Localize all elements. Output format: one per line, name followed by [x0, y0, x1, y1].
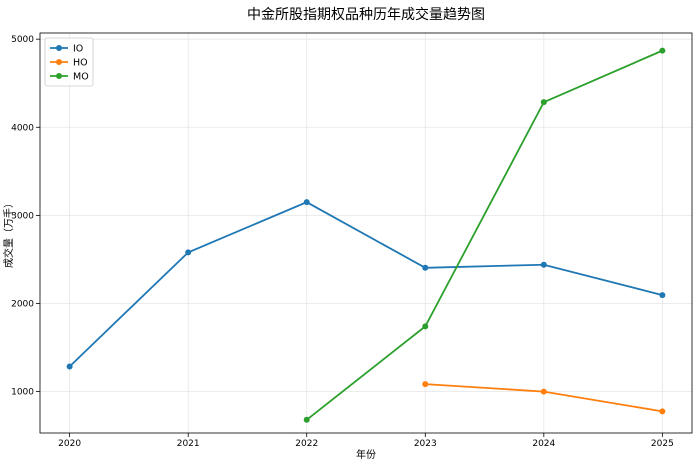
- legend-marker: [56, 59, 62, 65]
- y-tick-label: 2000: [11, 299, 34, 309]
- data-point: [540, 388, 547, 395]
- data-point: [303, 416, 310, 423]
- data-point: [422, 381, 429, 388]
- legend-label: HO: [73, 58, 88, 69]
- x-tick-label: 2020: [58, 439, 81, 449]
- legend-label: MO: [73, 72, 89, 83]
- x-axis-label: 年份: [356, 448, 376, 461]
- x-tick-label: 2023: [414, 439, 437, 449]
- x-tick-label: 2022: [295, 439, 318, 449]
- legend-label: IO: [73, 44, 83, 55]
- x-axis: 2020 2021 2022 2023 2024 2025: [58, 433, 674, 449]
- x-tick-label: 2025: [651, 439, 674, 449]
- legend-item-mo: MO: [50, 72, 89, 83]
- data-point: [659, 292, 666, 299]
- x-tick-label: 2021: [177, 439, 200, 449]
- y-tick-label: 5000: [11, 35, 34, 45]
- data-point: [185, 249, 192, 256]
- data-point: [303, 199, 310, 206]
- data-point: [66, 363, 73, 370]
- series-line-mo: [306, 49, 663, 421]
- legend: IO HO MO: [44, 37, 94, 87]
- grid: [40, 33, 692, 433]
- data-point: [659, 408, 666, 415]
- x-tick-label: 2024: [532, 439, 555, 449]
- y-tick-label: 3000: [11, 211, 34, 221]
- y-axis: 1000 2000 3000 4000 5000: [11, 35, 40, 398]
- data-point: [540, 261, 547, 268]
- series-io: [66, 199, 666, 370]
- y-tick-label: 1000: [11, 388, 34, 398]
- data-point: [540, 99, 547, 106]
- data-point: [422, 264, 429, 271]
- data-point: [659, 47, 666, 54]
- legend-item-ho: HO: [50, 58, 88, 69]
- legend-item-io: IO: [50, 44, 83, 55]
- y-axis-label: 成交量（万手）: [2, 198, 15, 268]
- series-ho: [422, 381, 666, 415]
- series-line-io: [69, 201, 663, 368]
- chart-title: 中金所股指期权品种历年成交量趋势图: [247, 6, 485, 23]
- data-point: [422, 323, 429, 330]
- series-mo: [303, 47, 666, 423]
- plot-frame: [39, 32, 693, 434]
- y-tick-label: 4000: [11, 123, 34, 133]
- legend-marker: [56, 73, 62, 79]
- series-layer: [66, 47, 666, 423]
- legend-marker: [56, 45, 62, 51]
